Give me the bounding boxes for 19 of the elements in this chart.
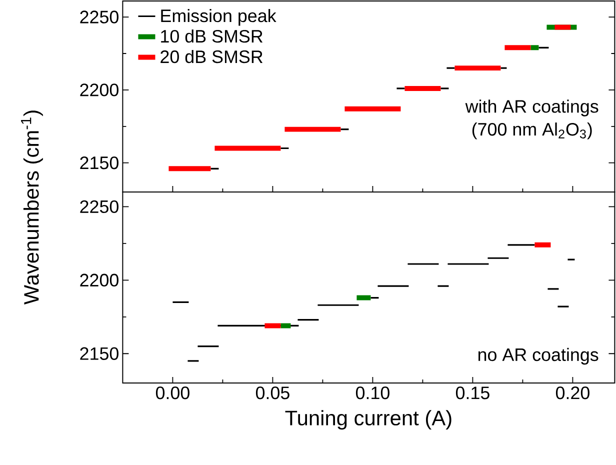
y-tick-label: 2150 bbox=[80, 156, 118, 170]
x-axis-title: Tuning current (A) bbox=[285, 410, 452, 430]
y-tick-label: 2200 bbox=[80, 274, 118, 287]
x-tick-label: 0.05 bbox=[256, 386, 290, 400]
annotation: with AR coatings bbox=[465, 100, 598, 116]
y-axis-title: Wavenumbers (cm$^{-1}$) bbox=[21, 110, 43, 305]
y-tick-label: 2250 bbox=[80, 200, 118, 214]
legend-label: Emission peak bbox=[161, 9, 276, 26]
legend-label: 10 dB SMSR bbox=[161, 29, 263, 43]
x-tick-label: 0.00 bbox=[156, 386, 190, 400]
annotation: no AR coatings bbox=[478, 348, 598, 365]
y-tick-label: 2150 bbox=[80, 347, 118, 360]
x-tick-label: 0.10 bbox=[356, 386, 390, 400]
annotation: (700 nm Al$_{2}$O$_{3}$) bbox=[472, 122, 592, 140]
legend-label: 20 dB SMSR bbox=[160, 50, 263, 64]
y-tick-label: 2200 bbox=[80, 84, 118, 96]
x-tick-label: 0.15 bbox=[456, 386, 490, 400]
x-tick-label: 0.20 bbox=[556, 386, 590, 400]
y-tick-label: 2250 bbox=[80, 10, 118, 24]
